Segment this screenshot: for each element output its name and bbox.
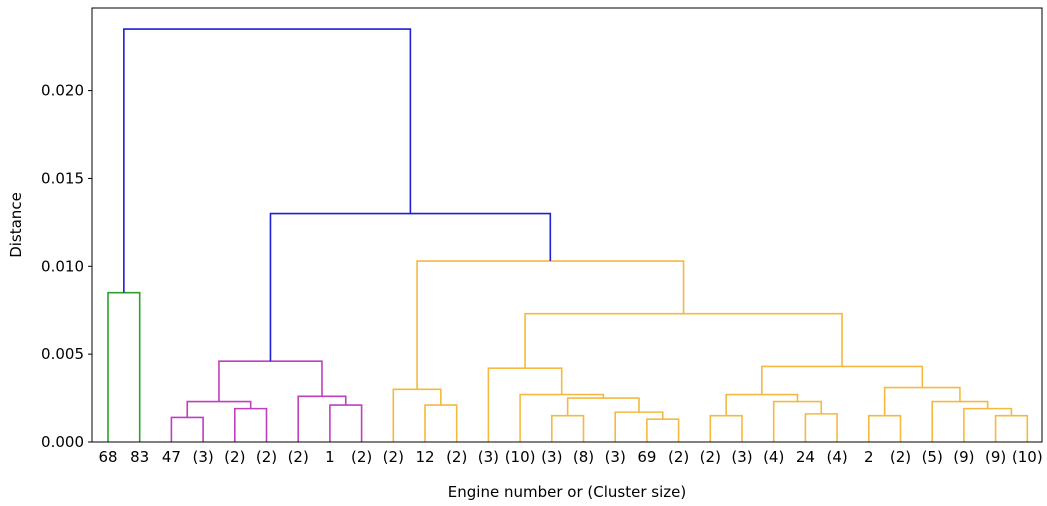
dendrogram-link-o19: [524, 312, 843, 369]
x-axis: 68 83 47 (3) (2) (2) (2) 1 (2) (2) 12 (2) (3) (10) (3)…: [98, 448, 1042, 466]
dendrogram-link-m3: [186, 400, 252, 418]
x-leaf-label: (2): [256, 448, 277, 466]
dendrogram-link-g1: [107, 291, 141, 442]
x-axis-title: Engine number or (Cluster size): [448, 483, 686, 501]
dendrogram-link-m1: [170, 416, 204, 442]
x-leaf-label: (8): [573, 448, 594, 466]
x-leaf-label: (2): [668, 448, 689, 466]
dendrogram-link-o11: [772, 400, 823, 442]
x-leaf-label: (3): [541, 448, 562, 466]
dendrogram-link-o13: [868, 414, 902, 442]
dendrogram-link-o20: [416, 260, 685, 390]
x-leaf-label: (3): [731, 448, 752, 466]
x-leaf-label: (10): [505, 448, 536, 466]
x-leaf-label: 83: [130, 448, 149, 466]
x-leaf-label: (9): [985, 448, 1006, 466]
x-leaf-label: 2: [864, 448, 874, 466]
y-tick-label: 0.000: [41, 433, 84, 451]
dendrogram-link-b2: [123, 28, 412, 293]
plot-area-frame: [91, 7, 1043, 443]
x-leaf-label: 47: [162, 448, 181, 466]
x-leaf-label: (4): [763, 448, 784, 466]
x-leaf-label: (3): [605, 448, 626, 466]
dendrogram-link-o9: [709, 414, 743, 442]
y-axis: 0.000 0.005 0.010 0.015 0.020: [41, 82, 92, 451]
x-leaf-label: (2): [446, 448, 467, 466]
x-leaf-label: (3): [192, 448, 213, 466]
dendrogram-links: [107, 28, 1029, 442]
y-tick-label: 0.015: [41, 169, 84, 187]
dendrogram-link-o7: [519, 393, 605, 442]
dendrogram-link-o12: [725, 393, 799, 416]
y-tick-label: 0.005: [41, 345, 84, 363]
dendrogram-link-m5: [297, 395, 347, 442]
x-leaf-label: (5): [922, 448, 943, 466]
x-leaf-label: (4): [826, 448, 847, 466]
x-leaf-label: (2): [288, 448, 309, 466]
x-leaf-label: 68: [98, 448, 117, 466]
dendrogram-link-o5: [614, 411, 664, 442]
dendrogram-link-o6: [566, 397, 640, 416]
dendrogram-link-o14: [994, 414, 1029, 442]
x-leaf-label: 69: [637, 448, 656, 466]
dendrogram-link-o16: [931, 400, 989, 442]
dendrogram-link-o10: [804, 413, 838, 442]
x-leaf-label: (9): [953, 448, 974, 466]
y-axis-title: Distance: [7, 192, 25, 258]
dendrogram-link-o4: [646, 418, 680, 442]
x-leaf-label: (10): [1012, 448, 1043, 466]
y-tick-label: 0.020: [41, 82, 84, 100]
dendrogram-link-m4: [329, 404, 363, 442]
dendrogram-link-o1: [424, 404, 458, 442]
x-leaf-label: (2): [700, 448, 721, 466]
dendrogram-link-o18: [761, 365, 924, 395]
x-leaf-label: (2): [890, 448, 911, 466]
x-leaf-label: (2): [351, 448, 372, 466]
x-leaf-label: (2): [383, 448, 404, 466]
dendrogram-link-b1: [269, 212, 552, 362]
dendrogram-link-o3: [551, 414, 585, 442]
x-leaf-label: (2): [224, 448, 245, 466]
dendrogram-link-o2: [392, 388, 442, 442]
y-tick-label: 0.010: [41, 257, 84, 275]
x-leaf-label: 12: [415, 448, 434, 466]
x-leaf-label: 24: [796, 448, 815, 466]
x-leaf-label: 1: [325, 448, 335, 466]
dendrogram-link-o8: [487, 367, 563, 442]
dendrogram-link-m2: [234, 407, 268, 442]
x-leaf-label: (3): [478, 448, 499, 466]
dendrogram-link-o15: [963, 407, 1013, 442]
